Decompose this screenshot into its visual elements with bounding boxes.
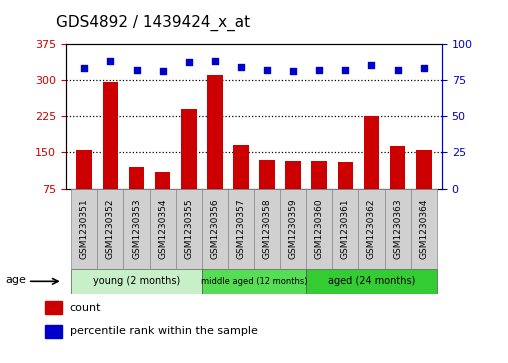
Text: young (2 months): young (2 months) xyxy=(93,276,180,286)
Bar xyxy=(123,189,149,269)
Bar xyxy=(416,150,431,225)
Text: GSM1230355: GSM1230355 xyxy=(184,198,193,259)
Text: GSM1230353: GSM1230353 xyxy=(132,198,141,259)
Text: GSM1230361: GSM1230361 xyxy=(341,198,350,259)
Bar xyxy=(207,75,223,225)
Bar xyxy=(385,189,410,269)
Text: percentile rank within the sample: percentile rank within the sample xyxy=(70,326,258,336)
Bar xyxy=(103,82,118,225)
Bar xyxy=(155,172,171,225)
Text: GSM1230360: GSM1230360 xyxy=(315,198,324,259)
Text: GSM1230352: GSM1230352 xyxy=(106,199,115,259)
Text: aged (24 months): aged (24 months) xyxy=(328,276,415,286)
Text: GSM1230351: GSM1230351 xyxy=(80,198,89,259)
Bar xyxy=(306,189,332,269)
Text: age: age xyxy=(5,275,26,285)
Bar xyxy=(71,269,202,294)
Bar xyxy=(233,145,249,225)
Bar xyxy=(77,150,92,225)
Bar xyxy=(410,189,437,269)
Bar xyxy=(311,161,327,225)
Bar xyxy=(149,189,176,269)
Bar xyxy=(280,189,306,269)
Point xyxy=(237,64,245,70)
Point xyxy=(315,67,323,73)
Bar xyxy=(364,116,379,225)
Point xyxy=(211,58,219,64)
Text: middle aged (12 months): middle aged (12 months) xyxy=(201,277,307,286)
Point xyxy=(263,67,271,73)
Bar xyxy=(254,189,280,269)
Bar xyxy=(129,167,144,225)
Point xyxy=(367,62,375,68)
Bar xyxy=(98,189,123,269)
Bar xyxy=(202,269,306,294)
Bar xyxy=(202,189,228,269)
Point xyxy=(158,68,167,74)
Point xyxy=(185,60,193,65)
Text: GSM1230354: GSM1230354 xyxy=(158,199,167,259)
Text: GSM1230364: GSM1230364 xyxy=(419,199,428,259)
Text: GSM1230356: GSM1230356 xyxy=(210,198,219,259)
Bar xyxy=(181,109,197,225)
Text: GSM1230357: GSM1230357 xyxy=(236,198,245,259)
Bar xyxy=(45,325,62,338)
Bar xyxy=(306,269,437,294)
Bar xyxy=(228,189,254,269)
Bar xyxy=(259,160,275,225)
Bar xyxy=(359,189,385,269)
Bar xyxy=(176,189,202,269)
Text: GDS4892 / 1439424_x_at: GDS4892 / 1439424_x_at xyxy=(56,15,250,31)
Text: GSM1230359: GSM1230359 xyxy=(289,198,298,259)
Bar xyxy=(332,189,359,269)
Point xyxy=(289,68,297,74)
Text: GSM1230362: GSM1230362 xyxy=(367,199,376,259)
Bar xyxy=(390,146,405,225)
Bar xyxy=(337,162,353,225)
Point xyxy=(394,67,402,73)
Point xyxy=(420,65,428,71)
Text: count: count xyxy=(70,303,101,313)
Bar xyxy=(71,189,98,269)
Point xyxy=(106,58,114,64)
Point xyxy=(341,67,350,73)
Bar xyxy=(45,301,62,314)
Bar xyxy=(285,161,301,225)
Point xyxy=(133,67,141,73)
Point xyxy=(80,65,88,71)
Text: GSM1230358: GSM1230358 xyxy=(263,198,272,259)
Text: GSM1230363: GSM1230363 xyxy=(393,198,402,259)
